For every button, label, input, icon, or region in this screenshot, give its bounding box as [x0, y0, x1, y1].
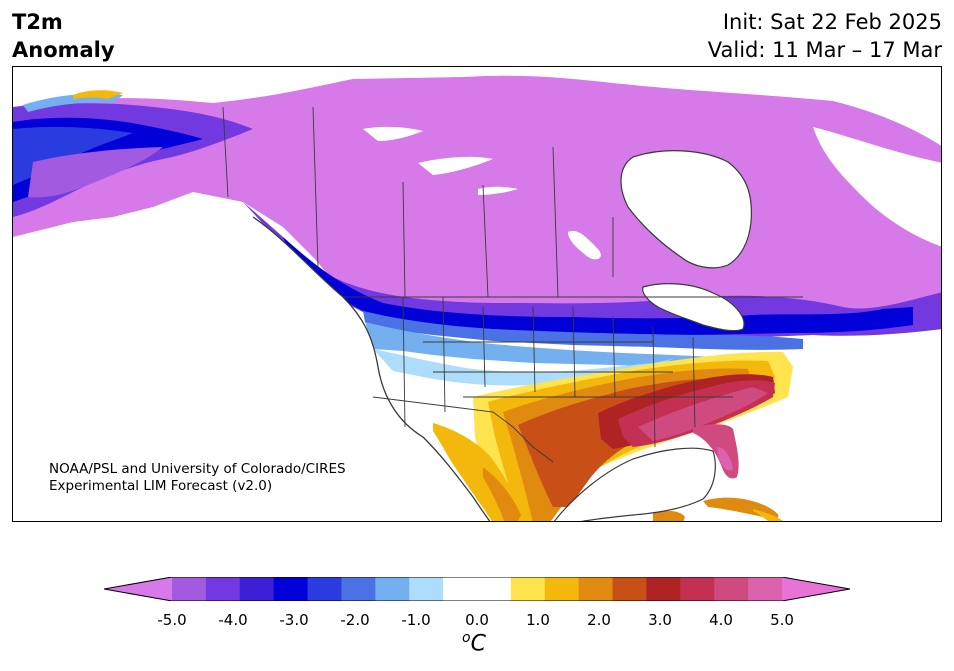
us-state-lines	[402, 296, 733, 448]
colorbar-tick-label: -1.0	[401, 611, 431, 629]
great-lakes	[642, 283, 745, 332]
colorbar-segment	[239, 577, 275, 601]
political-borders	[222, 106, 803, 521]
colorbar-tick-label: -4.0	[218, 611, 248, 629]
lake-winnipeg	[568, 230, 601, 260]
colorbar-tick-label: 5.0	[770, 611, 794, 629]
colorbar-segment	[510, 577, 546, 601]
colorbar-extend-high	[782, 577, 850, 601]
credit-line-1: NOAA/PSL and University of Colorado/CIRE…	[49, 461, 346, 477]
valid-dates: Valid: 11 Mar – 17 Mar	[707, 38, 942, 62]
florida-tip	[717, 447, 733, 471]
credit-line-2: Experimental LIM Forecast (v2.0)	[49, 478, 273, 494]
cold-band-outer	[243, 202, 941, 339]
colorbar-segment	[578, 577, 614, 601]
colorbar-tick-label: 4.0	[709, 611, 733, 629]
colorbar-tick-label: 0.0	[465, 611, 489, 629]
credit-text: NOAA/PSL and University of Colorado/CIRE…	[49, 461, 346, 495]
title-line-1: T2m	[12, 10, 63, 34]
warm-7	[638, 387, 768, 441]
colorbar-ticks: -5.0 -4.0 -3.0 -2.0 -1.0 0.0 1.0 2.0 3.0 4.0 5.0	[0, 611, 954, 631]
colorbar-segment	[748, 577, 783, 601]
colorbar-tick-label: -3.0	[279, 611, 309, 629]
gulf-of-mexico	[553, 447, 716, 521]
colorbar-segment	[307, 577, 342, 601]
water-bodies	[13, 67, 941, 521]
alaska-north-warm	[73, 90, 123, 99]
mexico-warm	[483, 467, 521, 521]
anomaly-map	[12, 66, 942, 522]
colorbar-extend-low	[104, 577, 172, 601]
colorbar-tick-label: -5.0	[157, 611, 187, 629]
title-line-2: Anomaly	[12, 38, 115, 62]
cuba-east	[753, 509, 783, 521]
pacific-ocean	[13, 207, 490, 521]
colorbar-segment	[612, 577, 647, 601]
coastline	[252, 216, 491, 521]
colorbar-segment	[443, 577, 478, 601]
colorbar-segment	[544, 577, 580, 601]
labrador-sea	[813, 127, 941, 247]
unit-symbol: C	[470, 631, 486, 657]
colorbar-segment	[375, 577, 410, 601]
map-canvas	[13, 67, 941, 521]
colorbar-segment	[172, 577, 207, 601]
us-neutral	[393, 363, 673, 414]
yucatan	[653, 510, 685, 521]
forecast-dates: Init: Sat 22 Feb 2025 Valid: 11 Mar – 17…	[708, 8, 942, 64]
arctic-water	[463, 67, 941, 117]
colorbar-segment	[477, 577, 512, 601]
great-bear-lake	[363, 126, 423, 141]
colorbar-segment	[714, 577, 749, 601]
us-mexico-border	[372, 396, 554, 463]
us-cold-2	[365, 322, 783, 368]
colorbar-tick-label: -2.0	[340, 611, 370, 629]
init-date: Init: Sat 22 Feb 2025	[722, 10, 942, 34]
degree-sup: o	[462, 630, 471, 646]
canada-province-lines	[222, 106, 614, 298]
lake-athabasca	[478, 186, 518, 195]
colorbar-segment	[205, 577, 241, 601]
colorbar-tick-label: 3.0	[648, 611, 672, 629]
alaska-west-warm	[23, 93, 123, 112]
colorbar-segment	[273, 577, 309, 601]
hudson-bay	[620, 150, 752, 269]
colorbar-tick-label: 2.0	[587, 611, 611, 629]
colorbar-segment	[409, 577, 444, 601]
alaska-southwest	[28, 147, 163, 198]
colorbar-segment	[680, 577, 715, 601]
colorbar-segment	[341, 577, 376, 601]
map-title: T2m Anomaly	[12, 8, 115, 64]
colorbar-segment	[646, 577, 681, 601]
unit-label: oC	[462, 630, 486, 656]
colorbar-tick-label: 1.0	[526, 611, 550, 629]
cold-band-core	[283, 237, 913, 335]
great-slave-lake	[418, 156, 493, 175]
colorbar	[104, 577, 850, 601]
